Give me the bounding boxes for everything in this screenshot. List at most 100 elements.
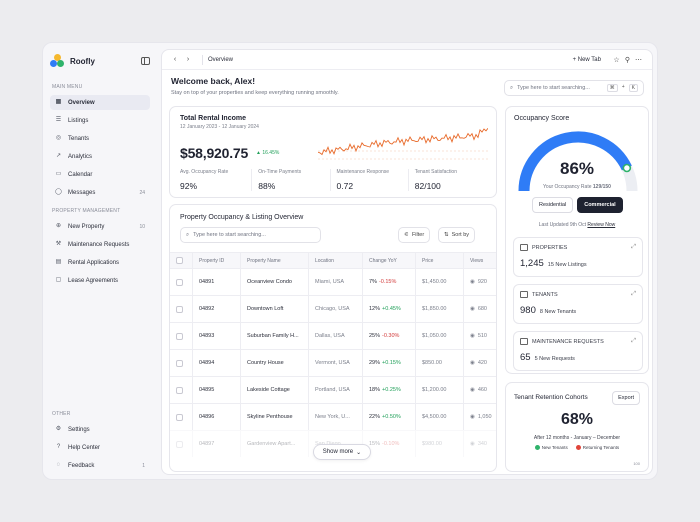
property-id: 04894 [199, 360, 215, 366]
occupancy-rate-text: Your Occupancy Rate 129/150 [506, 184, 648, 190]
search-placeholder: Type here to start searching... [517, 85, 590, 91]
legend-returning-tenants: Returning Tenants [575, 445, 619, 450]
row-checkbox[interactable] [176, 440, 183, 448]
show-more-button[interactable]: Show more ⌄ [313, 444, 371, 460]
column-header[interactable]: Property Name [240, 253, 308, 268]
sidebar-item-help-center[interactable]: ? Help Center [50, 440, 150, 455]
topbar: ‹ › Overview + New Tab ☆ ⚲ ⋯ [162, 50, 652, 70]
property-views: 510 [477, 333, 487, 339]
tenants-value-row: 980 8 New Tenants [520, 305, 636, 316]
global-search-input[interactable]: ⌕ Type here to start searching... ⌘ + K [504, 80, 644, 96]
maintenance-card-header: MAINTENANCE REQUESTS ⤢ [520, 338, 636, 345]
filter-button[interactable]: ⚟ Filter [398, 227, 431, 243]
sidebar-item-new-property[interactable]: ⊕ New Property 10 [50, 219, 150, 234]
toggle-commercial[interactable]: Commercial [577, 197, 623, 213]
eye-icon: ◉ [470, 414, 475, 420]
occupancy-score-title: Occupancy Score [514, 115, 570, 122]
new-tab-label: New Tab [577, 56, 601, 63]
sidebar-item-messages[interactable]: ◯ Messages 24 [50, 185, 150, 200]
table-row[interactable]: 04893 Suburban Family H... Dallas, USA 25% -… [170, 322, 496, 349]
property-price: $1,450.00 [422, 279, 447, 285]
yoy-change: -0.30% [382, 333, 400, 339]
maintenance-value: 65 [520, 352, 531, 363]
list-icon: ☰ [55, 117, 62, 123]
expand-icon[interactable]: ⤢ [631, 338, 636, 344]
sidebar-item-label: Messages [68, 189, 96, 196]
cell-views: ◉ 920 [463, 269, 496, 295]
sidebar-item-rental-applications[interactable]: ▤ Rental Applications [50, 255, 150, 270]
sidebar-item-overview[interactable]: ▦ Overview [50, 95, 150, 110]
export-button[interactable]: Export [612, 391, 640, 405]
expand-icon[interactable]: ⤢ [631, 244, 636, 250]
forward-arrow-icon[interactable]: › [186, 56, 190, 63]
cell-location: New York, U... [308, 404, 362, 430]
listing-overview-title: Property Occupancy & Listing Overview [180, 214, 304, 221]
star-icon[interactable]: ☆ [613, 56, 620, 64]
sidebar-item-settings[interactable]: ⚙ Settings [50, 422, 150, 437]
column-header[interactable]: Views [463, 253, 496, 268]
property-price: $1,200.00 [422, 387, 447, 393]
property-id: 04897 [199, 441, 215, 447]
row-checkbox[interactable] [176, 278, 183, 286]
sidebar-item-listings[interactable]: ☰ Listings [50, 113, 150, 128]
row-checkbox[interactable] [176, 305, 183, 313]
stat-on-time-payments: On-Time Payments 88% [251, 169, 329, 191]
table-row[interactable]: 04896 Skyline Penthouse New York, U... 22% +… [170, 403, 496, 430]
table-row[interactable]: 04894 Country House Vermont, USA 29% +0.15% $… [170, 349, 496, 376]
tab-overview[interactable]: Overview [202, 54, 238, 65]
column-header[interactable]: Change YoY [362, 253, 415, 268]
property-price: $1,850.00 [422, 306, 447, 312]
sidebar-item-analytics[interactable]: ↗ Analytics [50, 149, 150, 164]
review-now-link[interactable]: Review Now [587, 222, 616, 228]
table-row[interactable]: 04892 Downtown Loft Chicago, USA 12% +0.45% $… [170, 295, 496, 322]
search-shortcut: ⌘ + K [606, 84, 638, 92]
more-icon[interactable]: ⋯ [635, 56, 642, 64]
occupancy-percent: 22% [369, 414, 381, 420]
sidebar-item-label: Settings [68, 426, 90, 433]
plus-icon: ⊕ [55, 223, 62, 229]
sidebar-item-calendar[interactable]: ▭ Calendar [50, 167, 150, 182]
column-header[interactable]: Price [415, 253, 463, 268]
retention-title: Tenant Retention Cohorts [514, 394, 588, 401]
expand-icon[interactable]: ⤢ [631, 291, 636, 297]
rental-income-sparkline [318, 128, 488, 160]
sidebar-item-feedback[interactable]: ◌ Feedback 1 [50, 458, 150, 473]
select-all-checkbox[interactable] [176, 257, 183, 264]
cell-views: ◉ 510 [463, 323, 496, 349]
sidebar-toggle-icon[interactable] [141, 57, 150, 65]
row-checkbox[interactable] [176, 332, 183, 340]
sort-icon: ⇅ [444, 232, 449, 238]
row-checkbox-cell [170, 350, 192, 376]
new-tab-button[interactable]: + New Tab [572, 56, 601, 63]
cell-views: ◉ 340 [463, 431, 496, 457]
row-checkbox[interactable] [176, 359, 183, 367]
table-row[interactable]: 04891 Oceanview Condo Miami, USA 7% -0.15% $1… [170, 268, 496, 295]
welcome-block: Welcome back, Alex! Stay on top of your … [171, 76, 339, 96]
table-row[interactable]: 04895 Lakeside Cottage Portland, USA 18% +0.… [170, 376, 496, 403]
occupancy-percent: 7% [369, 279, 377, 285]
gear-icon: ⚙ [55, 426, 62, 432]
cell-property-id: 04893 [192, 323, 240, 349]
cell-price: $850.00 [415, 350, 463, 376]
column-header[interactable]: Property ID [192, 253, 240, 268]
listing-search-input[interactable]: ⌕ Type here to start searching... [180, 227, 321, 243]
row-checkbox[interactable] [176, 413, 183, 421]
column-header[interactable]: Location [308, 253, 362, 268]
back-arrow-icon[interactable]: ‹ [173, 56, 177, 63]
pin-icon[interactable]: ⚲ [624, 56, 631, 64]
retention-value: 68% [560, 411, 594, 428]
property-views: 680 [477, 306, 487, 312]
page-title: Welcome back, Alex! [171, 76, 256, 86]
sidebar-item-lease-agreements[interactable]: ▢ Lease Agreements [50, 273, 150, 288]
cell-property-name: Skyline Penthouse [240, 404, 308, 430]
row-checkbox-cell [170, 377, 192, 403]
row-checkbox[interactable] [176, 386, 183, 394]
segment-toggle: Residential Commercial [532, 197, 623, 213]
rental-income-card: Total Rental Income 12 January 2023 - 12… [169, 106, 497, 198]
occupancy-percent: 18% [369, 387, 381, 393]
toggle-residential[interactable]: Residential [532, 197, 574, 213]
sidebar-item-maintenance[interactable]: ⚒ Maintenance Requests [50, 237, 150, 252]
sort-button[interactable]: ⇅ Sort by [438, 227, 476, 243]
sidebar-item-tenants[interactable]: ◎ Tenants [50, 131, 150, 146]
cell-property-name: Suburban Family H... [240, 323, 308, 349]
